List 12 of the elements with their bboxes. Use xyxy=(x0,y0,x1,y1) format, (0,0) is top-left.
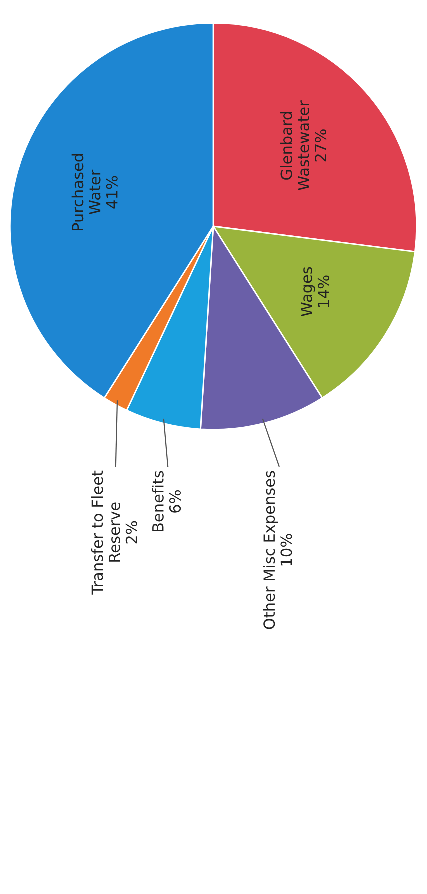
data-label: 14% xyxy=(318,276,330,308)
slice-label: Benefits xyxy=(152,471,164,532)
data-label: 10% xyxy=(280,534,292,566)
slice-label: Wages xyxy=(301,267,316,317)
slice-label: Other Misc Expenses xyxy=(263,471,278,630)
data-label: 41% xyxy=(106,176,118,209)
slice-label: Glenbard Wastewater xyxy=(280,100,310,190)
data-label: 2% xyxy=(126,521,138,544)
data-label: 6% xyxy=(169,490,182,513)
slice-label: Transfer to Fleet Reserve xyxy=(91,470,120,595)
slice-label: Purchased Water xyxy=(72,154,101,230)
data-label: 27% xyxy=(315,130,327,162)
